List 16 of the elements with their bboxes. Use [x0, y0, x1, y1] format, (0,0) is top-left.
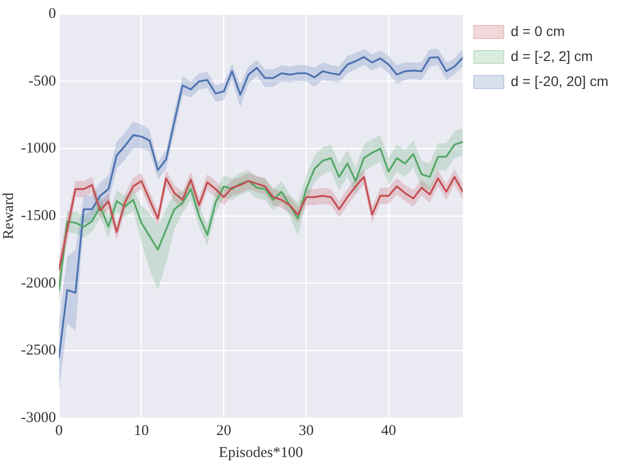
y-tick-label: -1500: [20, 208, 56, 224]
y-tick-label: 0: [48, 6, 56, 22]
legend-label: d = 0 cm: [510, 22, 565, 39]
x-tick-label: 20: [216, 422, 232, 439]
x-tick-label: 30: [298, 422, 314, 439]
y-tick-label: -500: [28, 73, 56, 90]
y-tick-label: -3000: [20, 410, 56, 426]
legend-label: d = [-20, 20] cm: [510, 72, 608, 89]
y-tick-label: -2000: [20, 275, 56, 292]
y-tick-label: -1000: [20, 140, 56, 157]
x-axis-title: Episodes*100: [218, 444, 303, 461]
y-axis-title: Reward: [0, 192, 17, 240]
x-tick-label: 40: [381, 422, 396, 439]
legend-label: d = [-2, 2] cm: [510, 48, 593, 64]
y-tick-label: -2500: [20, 342, 56, 359]
x-tick-label: 10: [134, 422, 149, 439]
